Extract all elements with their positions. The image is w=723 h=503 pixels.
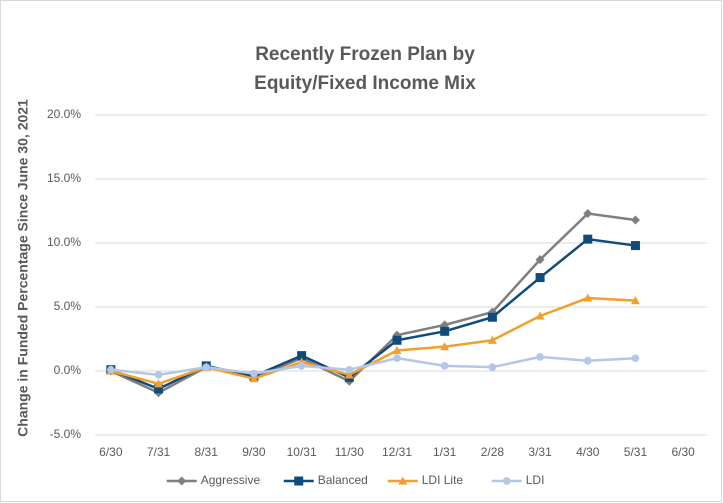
data-point — [345, 365, 354, 374]
x-tick-label: 6/30 — [99, 445, 123, 459]
data-point — [583, 209, 593, 219]
data-point — [297, 362, 306, 370]
x-tick-label: 6/30 — [671, 445, 695, 459]
series-line — [110, 355, 636, 377]
data-point — [630, 215, 640, 225]
data-point — [630, 241, 640, 251]
legend-marker — [502, 477, 511, 485]
x-tick-label: 2/28 — [481, 445, 505, 459]
data-point — [154, 371, 163, 379]
legend-marker — [294, 476, 304, 486]
data-point — [440, 326, 450, 336]
x-tick-label: 10/31 — [287, 445, 317, 459]
y-tick-label: 0.0% — [54, 363, 82, 377]
data-point — [344, 370, 354, 379]
legend-label: Aggressive — [201, 473, 261, 487]
data-point — [250, 369, 258, 378]
data-point — [631, 354, 640, 363]
data-point — [487, 335, 497, 344]
chart-title: Equity/Fixed Income Mix — [254, 73, 476, 94]
y-tick-label: -5.0% — [50, 427, 82, 441]
data-point — [535, 311, 545, 320]
data-point — [154, 384, 164, 394]
data-point — [107, 365, 115, 374]
y-tick-label: 15.0% — [47, 171, 81, 185]
x-tick-label: 11/30 — [335, 445, 364, 459]
y-tick-label: 10.0% — [47, 235, 81, 249]
data-point — [393, 354, 401, 363]
y-tick-label: 20.0% — [47, 107, 81, 121]
data-point — [535, 255, 545, 265]
data-point — [154, 379, 164, 388]
x-tick-label: 9/30 — [242, 445, 266, 459]
legend-marker — [398, 476, 408, 485]
data-point — [202, 363, 211, 371]
x-tick-label: 12/31 — [382, 445, 412, 459]
x-tick-label: 7/31 — [147, 445, 171, 459]
y-axis-label: Change in Funded Percentage Since June 3… — [15, 99, 31, 437]
data-point — [249, 374, 259, 383]
chart-title: Recently Frozen Plan by — [255, 44, 475, 65]
data-point — [392, 335, 402, 345]
x-tick-label: 3/31 — [528, 445, 552, 459]
data-point — [535, 273, 545, 283]
data-point — [488, 363, 497, 371]
data-point — [583, 356, 592, 365]
data-point — [392, 346, 402, 355]
x-tick-label: 1/31 — [433, 445, 457, 459]
x-tick-label: 8/31 — [195, 445, 219, 459]
legend-marker — [177, 476, 187, 486]
legend-label: Balanced — [318, 473, 368, 487]
y-tick-label: 5.0% — [54, 299, 82, 313]
data-point — [536, 353, 544, 361]
data-point — [583, 234, 593, 244]
x-tick-label: 5/31 — [624, 445, 648, 459]
legend-label: LDI Lite — [422, 473, 464, 487]
data-point — [630, 296, 640, 305]
data-point — [487, 312, 497, 322]
data-point — [440, 342, 450, 351]
data-point — [297, 351, 307, 361]
data-point — [583, 293, 593, 302]
x-tick-label: 4/30 — [576, 445, 600, 459]
data-point — [440, 362, 449, 370]
legend-label: LDI — [526, 473, 545, 487]
